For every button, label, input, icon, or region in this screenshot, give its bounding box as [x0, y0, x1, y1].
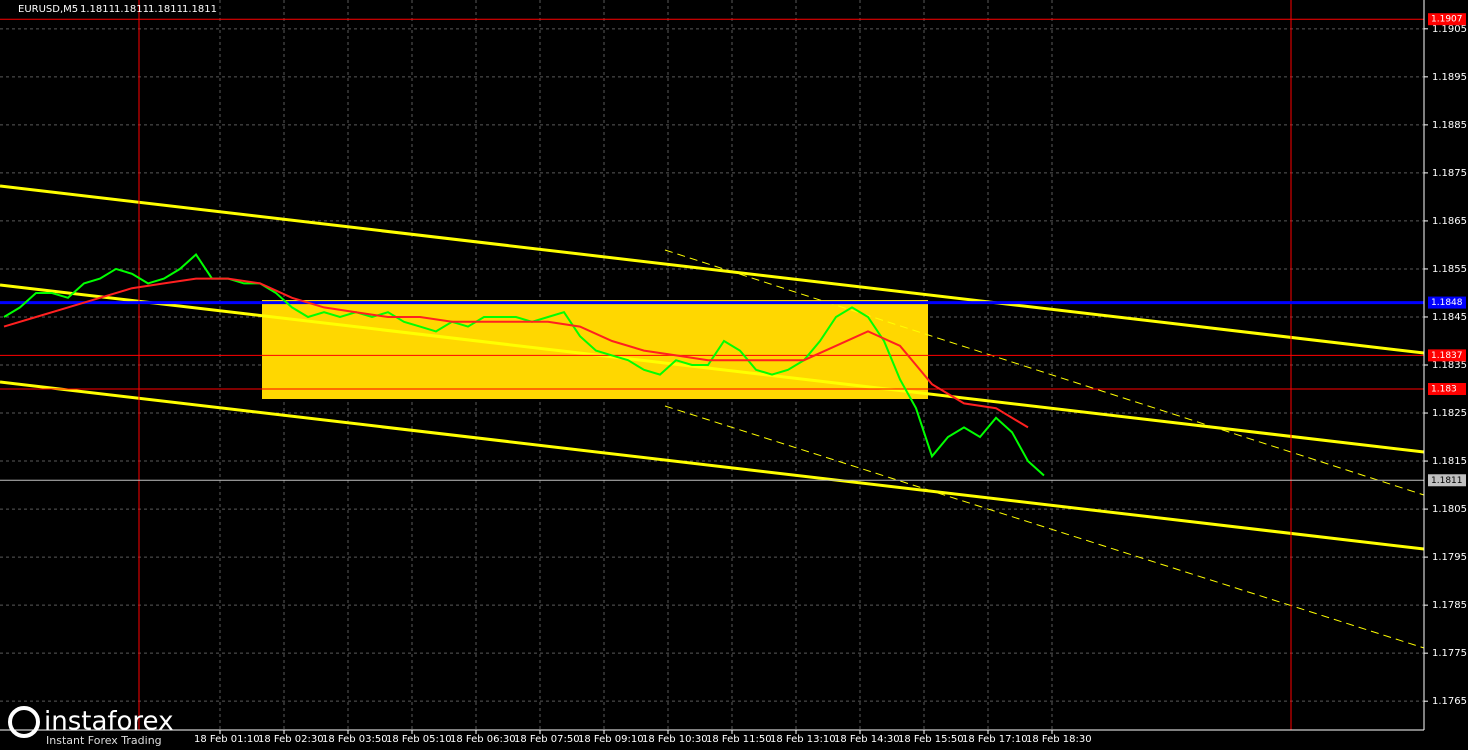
logo-brand: instaforex [44, 707, 173, 737]
x-tick-label: 18 Feb 17:10 [962, 734, 1028, 745]
y-tick-label: 1.1825 [1432, 408, 1467, 419]
x-tick-label: 18 Feb 07:50 [514, 734, 580, 745]
ohlc-value: 1.1811 [80, 4, 115, 15]
x-tick-label: 18 Feb 01:10 [194, 734, 260, 745]
y-tick-label: 1.1895 [1432, 72, 1467, 83]
level-tag [1428, 349, 1466, 362]
x-tick-label: 18 Feb 06:30 [450, 734, 516, 745]
logo-tagline: Instant Forex Trading [46, 734, 162, 747]
y-tick-label: 1.1885 [1432, 120, 1467, 131]
dashed-channel [664, 249, 1425, 649]
logo: instaforex Instant Forex Trading [8, 706, 173, 747]
x-tick-label: 18 Feb 03:50 [322, 734, 388, 745]
x-tick-label: 18 Feb 09:10 [578, 734, 644, 745]
ohlc-value: 1.1811 [114, 4, 149, 15]
level-tag [1428, 474, 1466, 487]
y-tick-label: 1.1905 [1432, 24, 1467, 35]
series-line [3, 277, 1029, 429]
x-tick-label: 18 Feb 18:30 [1026, 734, 1092, 745]
level-label: 1.1848 [1431, 298, 1463, 308]
level-label: 1.183 [1431, 385, 1457, 395]
x-tick-label: 18 Feb 13:10 [770, 734, 836, 745]
ohlc-value: 1.1811 [182, 4, 217, 15]
x-tick-label: 18 Feb 10:30 [642, 734, 708, 745]
y-tick-label: 1.1845 [1432, 312, 1467, 323]
x-tick-label: 18 Feb 14:30 [834, 734, 900, 745]
x-tick-label: 18 Feb 05:10 [386, 734, 452, 745]
ohlc-value: 1.1811 [148, 4, 183, 15]
y-tick-label: 1.1865 [1432, 216, 1467, 227]
x-tick-label: 18 Feb 11:50 [706, 734, 772, 745]
level-label: 1.1811 [1431, 476, 1463, 486]
x-tick-label: 18 Feb 02:30 [258, 734, 324, 745]
x-tick-label: 18 Feb 15:50 [898, 734, 964, 745]
y-tick-label: 1.1835 [1432, 360, 1467, 371]
trend-channel [0, 184, 1425, 551]
y-tick-label: 1.1855 [1432, 264, 1467, 275]
y-tick-label: 1.1775 [1432, 648, 1467, 659]
level-label: 1.1907 [1431, 15, 1463, 25]
y-tick-label: 1.1765 [1432, 696, 1467, 707]
series-line [3, 252, 1045, 477]
level-tag [1428, 13, 1466, 26]
y-tick-label: 1.1815 [1432, 456, 1467, 467]
level-tag [1428, 383, 1466, 396]
level-label: 1.1837 [1431, 351, 1463, 361]
y-tick-label: 1.1875 [1432, 168, 1467, 179]
y-tick-label: 1.1785 [1432, 600, 1467, 611]
level-tag [1428, 296, 1466, 309]
y-tick-label: 1.1795 [1432, 552, 1467, 563]
y-tick-label: 1.1805 [1432, 504, 1467, 515]
symbol: EURUSD,M5 [18, 4, 78, 15]
